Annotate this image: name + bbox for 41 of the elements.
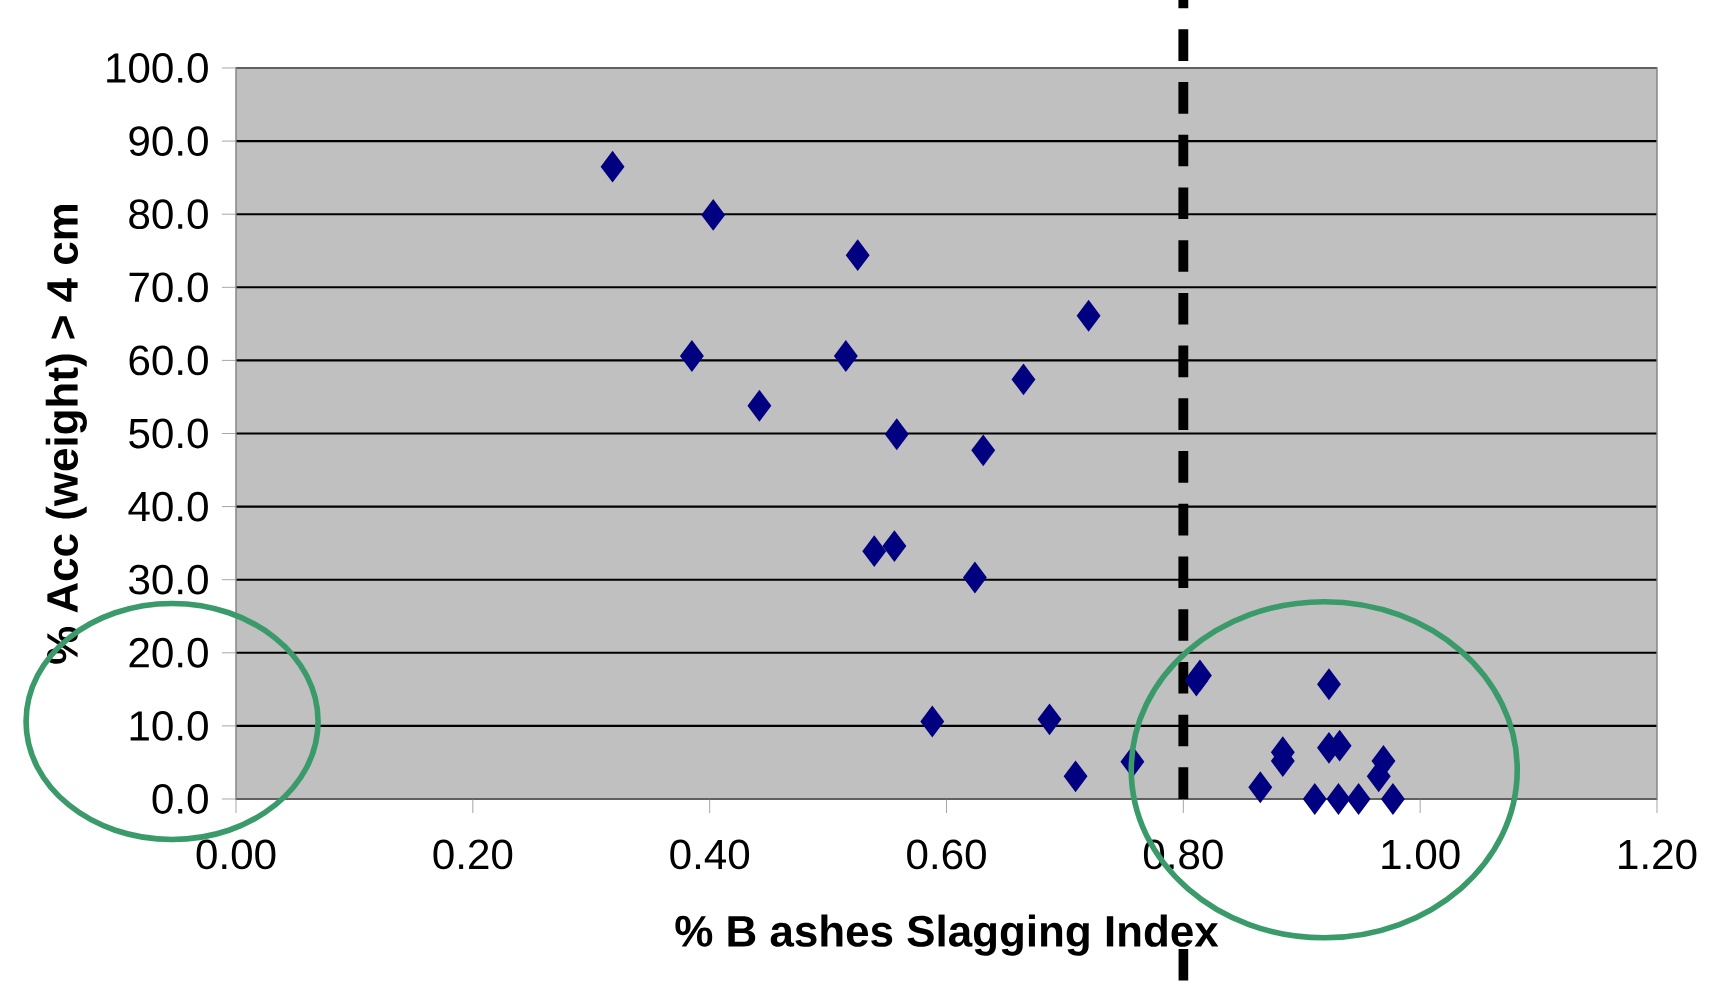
x-tick-label: 1.00 [1382, 839, 1460, 870]
point [600, 151, 625, 183]
point [1037, 703, 1062, 735]
point [1248, 771, 1273, 803]
point [1346, 783, 1371, 815]
point [701, 199, 725, 231]
y-tick-label: 60.0 [129, 345, 208, 376]
y-tick-label: 100.0 [107, 53, 208, 83]
point [845, 239, 870, 271]
x-axis-title: % B ashes Slagging Index [675, 914, 1219, 956]
y-tick-label: 80.0 [129, 199, 208, 230]
point [862, 535, 887, 567]
point [1317, 668, 1341, 700]
point [1302, 783, 1327, 815]
x-tick-label: 0.00 [196, 839, 276, 870]
point [884, 418, 909, 450]
point [920, 706, 945, 737]
point [1063, 760, 1088, 792]
x-tick-label: 1.20 [1619, 839, 1697, 870]
point [747, 390, 772, 422]
y-tick-label: 30.0 [129, 564, 208, 595]
point [1381, 783, 1405, 815]
point [1011, 363, 1036, 395]
point [971, 434, 995, 466]
point [1188, 659, 1212, 691]
x-tick-label: 0.40 [670, 839, 750, 870]
y-tick-label: 0.0 [152, 784, 208, 814]
x-tick-label: 0.20 [433, 839, 513, 870]
point [834, 340, 858, 372]
y-tick-label: 50.0 [129, 418, 208, 449]
point [1076, 300, 1101, 332]
y-tick-label: 10.0 [130, 710, 208, 741]
y-tick-label: 90.0 [129, 126, 208, 156]
point [680, 340, 704, 372]
x-tick-label: 0.60 [907, 839, 986, 870]
y-tick-label: 20.0 [129, 637, 208, 668]
point [882, 530, 907, 562]
y-tick-label: 70.0 [129, 272, 208, 303]
point [963, 562, 987, 593]
point [1326, 783, 1351, 815]
y-tick-label: 40.0 [128, 491, 208, 522]
